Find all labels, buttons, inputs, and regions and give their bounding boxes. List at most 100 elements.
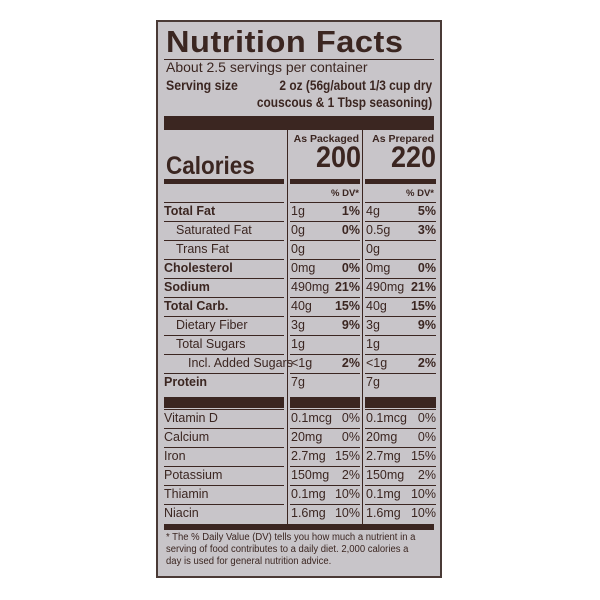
vitamins-row: Calcium 20mg 0% 20mg 0%	[158, 428, 440, 447]
packaged-amount: 3g	[291, 318, 305, 332]
row-divider	[365, 373, 436, 374]
row-divider	[365, 409, 436, 410]
row-divider	[365, 485, 436, 486]
prepared-dv: 2%	[417, 468, 436, 482]
servings-per-container: About 2.5 servings per container	[166, 59, 368, 75]
prepared-amount: 4g	[366, 204, 380, 218]
prepared-amount: 1.6mg	[366, 506, 401, 520]
col-header-packaged: As Packaged	[293, 133, 359, 145]
row-divider	[365, 504, 436, 505]
nutrient-name: Sodium	[164, 280, 210, 294]
row-divider	[164, 278, 284, 279]
calories-bar	[290, 179, 360, 184]
packaged-dv: 2%	[341, 468, 360, 482]
packaged-amount: 0g	[291, 223, 305, 237]
prepared-dv: 10%	[410, 506, 436, 520]
packaged-dv: 10%	[334, 506, 360, 520]
nutrient-name: Cholesterol	[164, 261, 233, 275]
nutrient-name: Incl. Added Sugars	[188, 356, 293, 370]
nutrient-name: Thiamin	[164, 487, 209, 501]
row-divider	[365, 221, 436, 222]
row-divider	[164, 354, 284, 355]
packaged-dv: 15%	[334, 449, 360, 463]
packaged-dv: 1%	[341, 204, 360, 218]
row-divider	[290, 297, 360, 298]
row-divider	[365, 297, 436, 298]
packaged-dv: 0%	[341, 411, 360, 425]
thick-divider	[164, 116, 434, 130]
row-divider	[365, 278, 436, 279]
nutrient-name: Saturated Fat	[176, 223, 252, 237]
nutrition-facts-label: Nutrition Facts About 2.5 servings per c…	[156, 20, 442, 578]
vitamins-row: Vitamin D 0.1mcg 0% 0.1mcg 0%	[158, 409, 440, 428]
row-divider	[164, 504, 284, 505]
packaged-dv: 21%	[334, 280, 360, 294]
prepared-amount: 40g	[366, 299, 387, 313]
packaged-amount: 1g	[291, 204, 305, 218]
serving-size-label: Serving size	[166, 77, 238, 93]
row-divider	[164, 240, 284, 241]
nutrient-name: Total Sugars	[176, 337, 246, 351]
prepared-dv: 15%	[410, 449, 436, 463]
prepared-dv: 0%	[417, 411, 436, 425]
divider	[164, 59, 434, 60]
prepared-amount: 1g	[366, 337, 380, 351]
row-divider	[164, 409, 284, 410]
nutrient-name: Total Carb.	[164, 299, 229, 313]
nutrient-name: Vitamin D	[164, 411, 218, 425]
packaged-dv: 9%	[341, 318, 360, 332]
row-divider	[164, 221, 284, 222]
nutrients-row: Total Fat 1g 1% 4g 5%	[158, 202, 440, 221]
prepared-amount: 20mg	[366, 430, 398, 444]
row-divider	[164, 447, 284, 448]
row-divider	[290, 373, 360, 374]
prepared-amount: 0g	[366, 242, 380, 256]
prepared-dv: 2%	[417, 356, 436, 370]
calories-packaged: 200	[315, 141, 361, 174]
thick-divider	[164, 524, 434, 530]
prepared-amount: 0.1mg	[366, 487, 401, 501]
row-divider	[290, 259, 360, 260]
row-divider	[290, 428, 360, 429]
dv-header-packaged: % DV*	[331, 188, 359, 199]
packaged-amount: 0.1mg	[291, 487, 326, 501]
nutrients-row: Trans Fat 0g 0g	[158, 240, 440, 259]
packaged-dv: 0%	[341, 430, 360, 444]
calories-bar	[365, 179, 436, 184]
packaged-amount: 0.1mcg	[291, 411, 332, 425]
row-divider	[290, 466, 360, 467]
prepared-amount: 2.7mg	[366, 449, 401, 463]
dv-header-prepared: % DV*	[406, 188, 434, 199]
row-divider	[290, 240, 360, 241]
nutrients-row: Protein 7g 7g	[158, 373, 440, 392]
serving-size-line1: 2 oz (56g/about 1/3 cup dry	[279, 77, 432, 93]
row-divider	[290, 447, 360, 448]
col-header-prepared: As Prepared	[372, 133, 434, 145]
row-divider	[365, 335, 436, 336]
packaged-amount: 7g	[291, 375, 305, 389]
vitamins-row: Potassium 150mg 2% 150mg 2%	[158, 466, 440, 485]
column-divider	[362, 130, 363, 530]
column-divider	[287, 130, 288, 530]
prepared-dv: 0%	[417, 261, 436, 275]
row-divider	[164, 485, 284, 486]
packaged-amount: <1g	[291, 356, 313, 370]
nutrient-name: Dietary Fiber	[176, 318, 248, 332]
prepared-dv: 15%	[410, 299, 436, 313]
nutrient-name: Calcium	[164, 430, 210, 444]
prepared-dv: 21%	[410, 280, 436, 294]
nutrient-name: Trans Fat	[176, 242, 230, 256]
packaged-amount: 2.7mg	[291, 449, 326, 463]
vitamins-row: Niacin 1.6mg 10% 1.6mg 10%	[158, 504, 440, 523]
calories-bar	[164, 179, 284, 184]
serving-size-value: 2 oz (56g/about 1/3 cup dry couscous & 1…	[257, 77, 432, 111]
packaged-amount: 20mg	[291, 430, 323, 444]
row-divider	[365, 240, 436, 241]
row-divider	[164, 316, 284, 317]
packaged-dv: 0%	[341, 261, 360, 275]
row-divider	[164, 202, 284, 203]
row-divider	[164, 335, 284, 336]
nutrients-row: Saturated Fat 0g 0% 0.5g 3%	[158, 221, 440, 240]
calories-prepared: 220	[390, 141, 436, 174]
nutrients-row: Dietary Fiber 3g 9% 3g 9%	[158, 316, 440, 335]
